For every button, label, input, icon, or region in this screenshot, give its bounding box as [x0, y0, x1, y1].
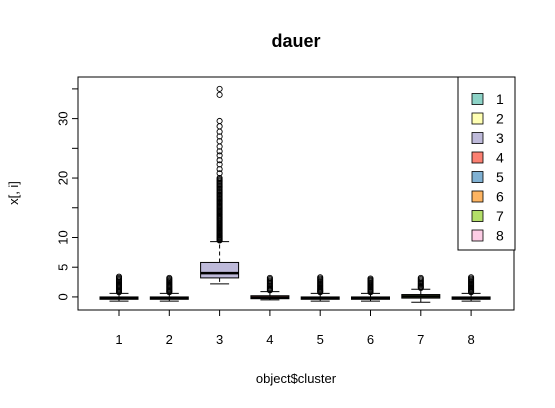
legend-swatch-3: [471, 132, 484, 144]
box-cluster-7: [401, 274, 441, 303]
box-cluster-2: [149, 274, 189, 302]
legend-swatch-1: [471, 93, 484, 105]
outlier-point: [417, 274, 424, 281]
legend-label-6: 6: [496, 189, 504, 205]
boxes-group: [99, 85, 491, 303]
outlier-point: [216, 123, 223, 130]
legend-swatch-5: [471, 171, 484, 183]
legend-label-8: 8: [496, 228, 504, 244]
legend-label-5: 5: [496, 169, 504, 185]
x-tick-label-5: 5: [317, 332, 324, 347]
outlier-point: [317, 274, 324, 281]
legend-swatch-4: [471, 151, 484, 164]
outlier-point: [367, 275, 374, 282]
x-tick-label-4: 4: [266, 332, 273, 347]
legend-box: [457, 76, 516, 251]
legend-label-3: 3: [496, 130, 504, 146]
y-tick-label-30: 30: [55, 111, 70, 125]
legend-swatch-7: [471, 210, 484, 222]
outlier-point: [216, 152, 223, 159]
y-axis: 0 5 10 20 30: [55, 88, 79, 301]
legend-label-4: 4: [496, 150, 504, 166]
x-tick-label-1: 1: [115, 332, 122, 347]
outlier-point: [216, 117, 223, 125]
legend-label-7: 7: [496, 208, 504, 224]
outlier-point: [216, 170, 223, 177]
box-cluster-3: [200, 85, 240, 285]
y-tick-label-5: 5: [55, 264, 70, 271]
y-tick-label-20: 20: [55, 171, 70, 185]
outlier-point: [115, 273, 123, 280]
x-axis: 1 2 3 4 5 6 7 8: [115, 309, 475, 347]
outlier-point: [266, 274, 273, 281]
legend-swatch-2: [471, 112, 484, 125]
box-cluster-8: [451, 274, 491, 302]
outlier-point: [216, 161, 223, 168]
x-tick-label-3: 3: [216, 332, 223, 347]
legend-label-1: 1: [496, 91, 504, 107]
legend-label-2: 2: [496, 111, 504, 127]
legend-swatch-6: [471, 190, 484, 203]
box-cluster-4: [250, 274, 290, 301]
y-tick-label-10: 10: [55, 230, 70, 244]
legend: 1 2 3 4 5 6 7 8: [457, 76, 516, 251]
x-tick-label-7: 7: [417, 332, 424, 347]
outlier-point: [468, 274, 475, 281]
box-3: [200, 261, 240, 279]
plot-frame: [77, 76, 515, 311]
chart-title: dauer: [271, 31, 320, 51]
outlier-point: [166, 274, 173, 281]
y-tick-label-0: 0: [55, 293, 70, 300]
outlier-point: [216, 85, 223, 92]
x-tick-label-2: 2: [166, 332, 173, 347]
x-tick-label-6: 6: [367, 332, 374, 347]
legend-swatch-8: [471, 229, 484, 242]
x-tick-label-8: 8: [467, 332, 474, 347]
box-cluster-6: [351, 275, 390, 302]
outlier-point: [216, 91, 223, 98]
x-axis-label: object$cluster: [256, 371, 337, 386]
box-cluster-5: [300, 274, 340, 302]
box-cluster-1: [99, 273, 139, 302]
y-axis-label: x[, i]: [6, 181, 21, 205]
